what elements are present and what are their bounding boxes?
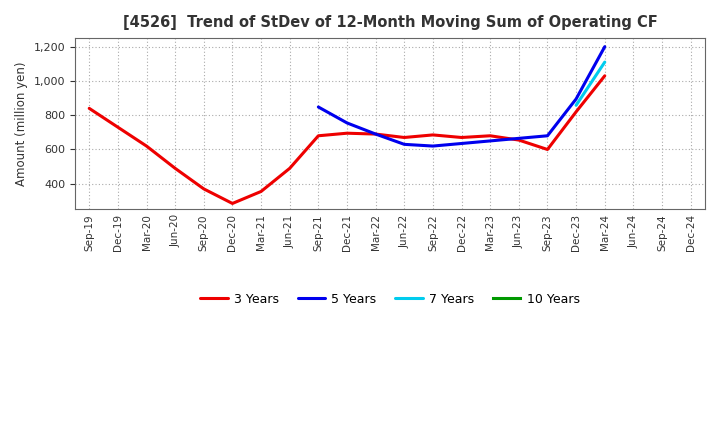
5 Years	[400, 142, 408, 147]
3 Years	[142, 143, 150, 149]
3 Years	[343, 131, 351, 136]
5 Years	[457, 141, 466, 146]
Line: 5 Years: 5 Years	[318, 47, 605, 146]
3 Years	[372, 132, 380, 137]
7 Years	[572, 103, 580, 108]
5 Years	[515, 136, 523, 141]
3 Years	[515, 137, 523, 143]
3 Years	[285, 166, 294, 171]
5 Years	[486, 138, 495, 143]
Legend: 3 Years, 5 Years, 7 Years, 10 Years: 3 Years, 5 Years, 7 Years, 10 Years	[195, 288, 585, 311]
Line: 7 Years: 7 Years	[576, 62, 605, 105]
3 Years	[257, 189, 266, 194]
5 Years	[572, 96, 580, 102]
3 Years	[400, 135, 408, 140]
5 Years	[600, 44, 609, 49]
5 Years	[428, 143, 437, 149]
3 Years	[486, 133, 495, 139]
Line: 3 Years: 3 Years	[89, 76, 605, 203]
3 Years	[314, 133, 323, 139]
3 Years	[114, 125, 122, 130]
3 Years	[457, 135, 466, 140]
5 Years	[343, 120, 351, 125]
3 Years	[85, 106, 94, 111]
3 Years	[428, 132, 437, 138]
3 Years	[600, 73, 609, 78]
3 Years	[199, 186, 208, 191]
Y-axis label: Amount (million yen): Amount (million yen)	[15, 62, 28, 186]
3 Years	[171, 166, 179, 171]
Title: [4526]  Trend of StDev of 12-Month Moving Sum of Operating CF: [4526] Trend of StDev of 12-Month Moving…	[122, 15, 657, 30]
7 Years	[600, 59, 609, 65]
3 Years	[543, 147, 552, 152]
5 Years	[314, 104, 323, 110]
3 Years	[228, 201, 237, 206]
5 Years	[543, 133, 552, 139]
3 Years	[572, 109, 580, 114]
5 Years	[372, 132, 380, 137]
